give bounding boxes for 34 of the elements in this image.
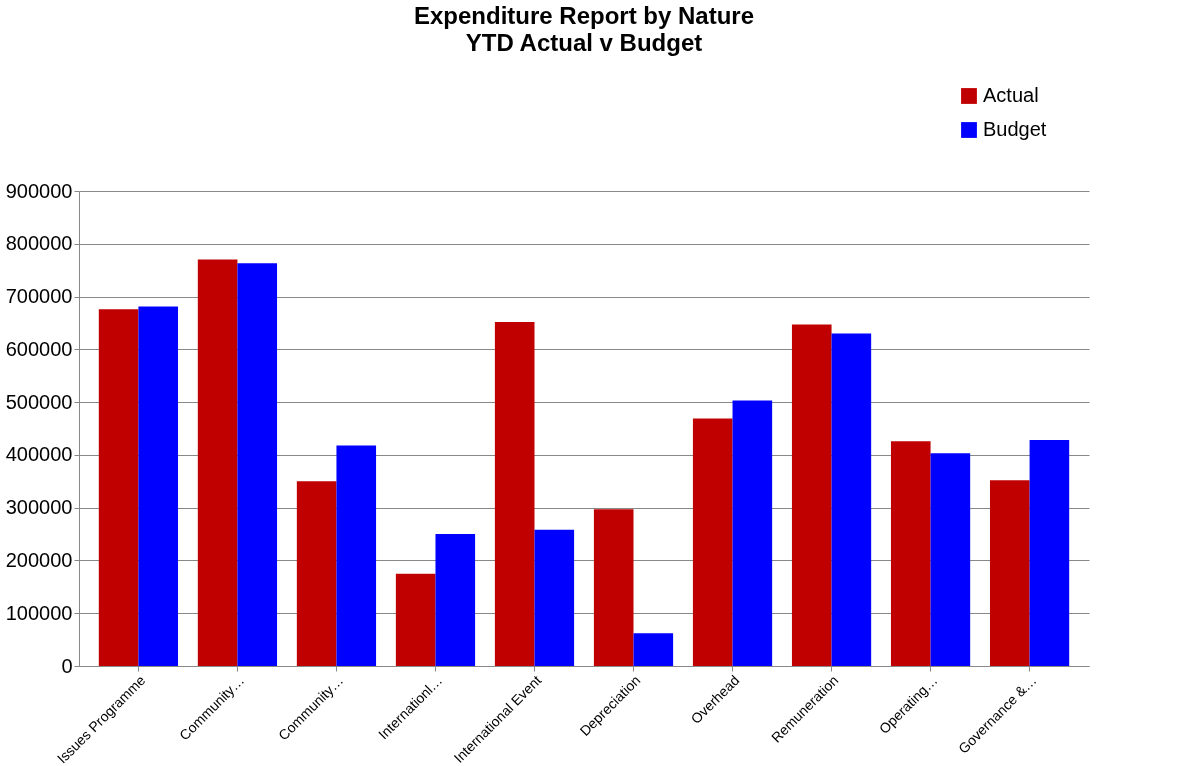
bar	[237, 263, 278, 666]
bar	[692, 418, 733, 666]
chart-title: Expenditure Report by Nature	[413, 2, 755, 29]
y-tick-label: 900000	[5, 179, 73, 202]
bar	[197, 259, 238, 666]
bar	[989, 480, 1030, 666]
bar	[890, 441, 931, 666]
y-tick-label: 600000	[5, 337, 73, 360]
bar	[336, 445, 377, 666]
bar	[732, 400, 773, 666]
y-tick-label: 500000	[5, 390, 73, 413]
bar	[831, 333, 872, 666]
legend-label: Actual	[983, 84, 1039, 106]
chart-subtitle: YTD Actual v Budget	[465, 29, 703, 56]
y-tick-label: 0	[61, 654, 73, 677]
bar	[138, 306, 179, 666]
bar	[296, 481, 337, 666]
bar	[395, 573, 436, 666]
bar	[98, 309, 139, 666]
y-tick-label: 300000	[5, 496, 73, 519]
y-tick-label: 800000	[5, 232, 73, 255]
bar	[791, 324, 832, 666]
y-tick-label: 400000	[5, 443, 73, 466]
bar	[930, 453, 971, 666]
bar	[435, 534, 476, 666]
y-tick-label: 100000	[5, 601, 73, 624]
bar	[534, 529, 575, 666]
bar	[1029, 440, 1070, 666]
bar	[494, 321, 535, 666]
bar	[633, 633, 674, 666]
y-tick-label: 200000	[5, 548, 73, 571]
legend-label: Budget	[983, 118, 1047, 140]
bar	[593, 509, 634, 666]
y-tick-label: 700000	[5, 285, 73, 308]
